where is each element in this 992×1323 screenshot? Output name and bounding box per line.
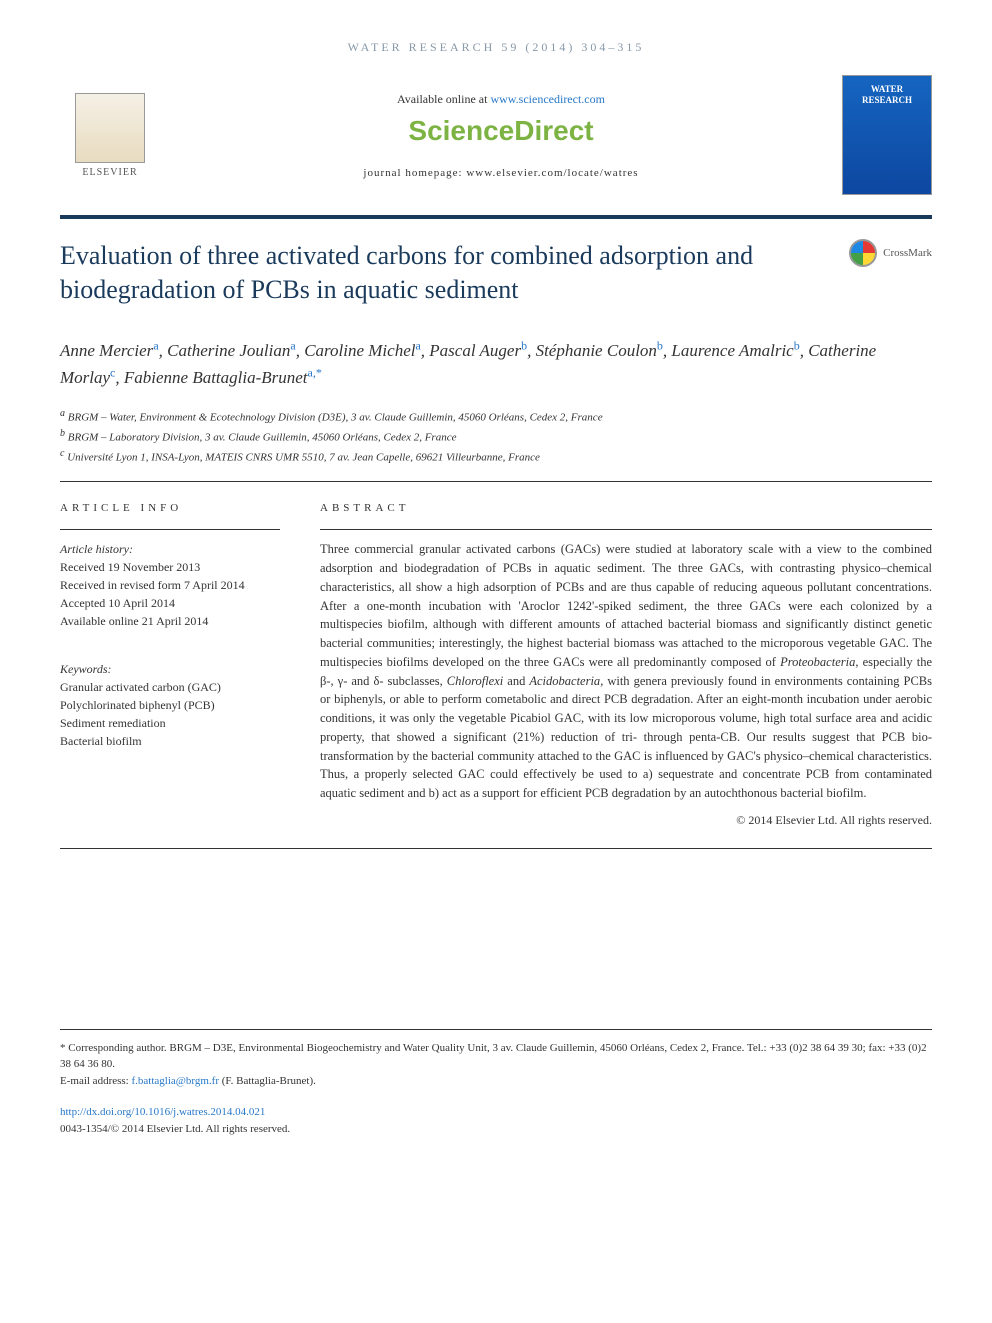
crossmark-icon: [849, 239, 877, 267]
author: Fabienne Battaglia-Bruneta,*: [124, 368, 322, 387]
accepted-date: Accepted 10 April 2014: [60, 594, 280, 612]
issn-copyright: 0043-1354/© 2014 Elsevier Ltd. All right…: [60, 1121, 932, 1138]
cover-title-2: RESEARCH: [862, 95, 912, 106]
journal-cover-thumbnail[interactable]: WATER RESEARCH: [842, 75, 932, 195]
article-title: Evaluation of three activated carbons fo…: [60, 239, 932, 307]
homepage-link: journal homepage: www.elsevier.com/locat…: [160, 167, 842, 179]
footer: * Corresponding author. BRGM – D3E, Envi…: [60, 1029, 932, 1138]
author-list: Anne Merciera, Catherine Jouliana, Carol…: [60, 337, 932, 391]
email-line: E-mail address: f.battaglia@brgm.fr (F. …: [60, 1073, 932, 1090]
abstract-heading: ABSTRACT: [320, 502, 932, 514]
corresponding-text: BRGM – D3E, Environmental Biogeochemistr…: [60, 1042, 927, 1071]
author: Catherine Jouliana: [167, 341, 296, 360]
header-bar: ELSEVIER Available online at www.science…: [60, 75, 932, 219]
sciencedirect-logo[interactable]: ScienceDirect: [160, 115, 842, 147]
keywords-label: Keywords:: [60, 660, 280, 678]
title-section: Evaluation of three activated carbons fo…: [60, 219, 932, 322]
abstract-copyright: © 2014 Elsevier Ltd. All rights reserved…: [320, 813, 932, 828]
journal-citation: WATER RESEARCH 59 (2014) 304–315: [60, 40, 932, 55]
keyword: Sediment remediation: [60, 714, 280, 732]
homepage-url[interactable]: www.elsevier.com/locate/watres: [466, 167, 638, 179]
author: Laurence Amalricb: [671, 341, 799, 360]
available-prefix: Available online at: [397, 92, 490, 106]
corresponding-author: * Corresponding author. BRGM – D3E, Envi…: [60, 1040, 932, 1073]
keyword: Granular activated carbon (GAC): [60, 678, 280, 696]
affiliation-b: b BRGM – Laboratory Division, 3 av. Clau…: [60, 426, 932, 446]
crossmark-widget[interactable]: CrossMark: [849, 239, 932, 267]
article-history: Article history: Received 19 November 20…: [60, 529, 280, 630]
crossmark-label: CrossMark: [883, 247, 932, 259]
elsevier-tree-icon: [75, 93, 145, 163]
center-info: Available online at www.sciencedirect.co…: [160, 92, 842, 179]
email-address[interactable]: f.battaglia@brgm.fr: [131, 1075, 219, 1087]
revised-date: Received in revised form 7 April 2014: [60, 576, 280, 594]
received-date: Received 19 November 2013: [60, 558, 280, 576]
author: Stéphanie Coulonb: [536, 341, 663, 360]
history-label: Article history:: [60, 540, 280, 558]
author: Caroline Michela: [304, 341, 421, 360]
cover-title-1: WATER: [871, 84, 903, 95]
content-grid: ARTICLE INFO Article history: Received 1…: [60, 502, 932, 849]
affiliation-c: c Université Lyon 1, INSA-Lyon, MATEIS C…: [60, 446, 932, 466]
keyword: Bacterial biofilm: [60, 732, 280, 750]
keywords-block: Keywords: Granular activated carbon (GAC…: [60, 650, 280, 750]
abstract-column: ABSTRACT Three commercial granular activ…: [320, 502, 932, 828]
email-person: (F. Battaglia-Brunet).: [219, 1075, 316, 1087]
online-date: Available online 21 April 2014: [60, 612, 280, 630]
sciencedirect-url[interactable]: www.sciencedirect.com: [490, 92, 605, 106]
elsevier-logo[interactable]: ELSEVIER: [60, 85, 160, 185]
doi-link[interactable]: http://dx.doi.org/10.1016/j.watres.2014.…: [60, 1106, 265, 1118]
article-info-heading: ARTICLE INFO: [60, 502, 280, 514]
homepage-prefix: journal homepage:: [363, 167, 466, 179]
affiliation-a: a BRGM – Water, Environment & Ecotechnol…: [60, 406, 932, 426]
elsevier-label: ELSEVIER: [82, 167, 137, 178]
email-label: E-mail address:: [60, 1075, 131, 1087]
affiliations: a BRGM – Water, Environment & Ecotechnol…: [60, 406, 932, 482]
article-info-column: ARTICLE INFO Article history: Received 1…: [60, 502, 280, 828]
abstract-body: Three commercial granular activated carb…: [320, 529, 932, 803]
doi-line: http://dx.doi.org/10.1016/j.watres.2014.…: [60, 1104, 932, 1121]
keyword: Polychlorinated biphenyl (PCB): [60, 696, 280, 714]
author: Anne Merciera: [60, 341, 159, 360]
author: Pascal Augerb: [429, 341, 527, 360]
corresponding-label: * Corresponding author.: [60, 1042, 167, 1054]
available-online: Available online at www.sciencedirect.co…: [160, 92, 842, 107]
